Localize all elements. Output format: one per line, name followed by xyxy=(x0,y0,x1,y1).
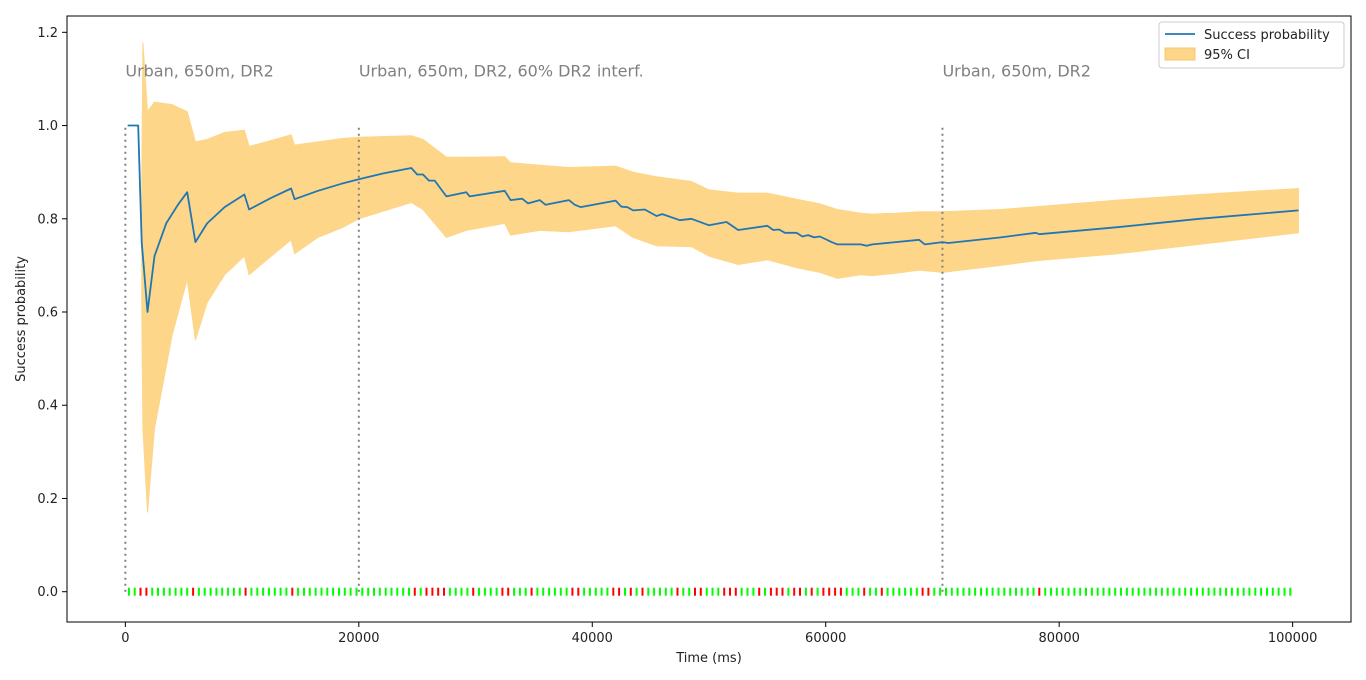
x-tick-label: 80000 xyxy=(1039,631,1080,646)
x-tick-label: 100000 xyxy=(1268,631,1318,646)
success-line-layer xyxy=(127,124,1299,313)
x-axis-label: Time (ms) xyxy=(675,651,742,666)
y-tick-label: 1.2 xyxy=(37,26,58,41)
plot-frame xyxy=(66,15,1352,623)
phase-label: Urban, 650m, DR2 xyxy=(942,62,1090,81)
y-axis: 0.0 0.2 0.4 0.6 0.8 1.0 1.2 xyxy=(37,26,67,600)
y-tick-label: 0.0 xyxy=(37,585,58,600)
confidence-band-layer xyxy=(141,42,1299,513)
y-tick-label: 0.6 xyxy=(37,306,58,321)
success-probability-line xyxy=(127,124,1299,313)
event-markers-layer xyxy=(127,587,1292,596)
x-tick-label: 60000 xyxy=(805,631,846,646)
y-tick-label: 0.4 xyxy=(37,399,58,414)
ci-band xyxy=(141,42,1299,513)
x-tick-label: 40000 xyxy=(572,631,613,646)
legend-label-success: Success probability xyxy=(1204,28,1330,43)
x-axis: 0 20000 40000 60000 80000 100000 xyxy=(121,622,1317,646)
y-axis-label: Success probability xyxy=(14,256,29,382)
y-tick-label: 1.0 xyxy=(37,119,58,134)
x-tick-label: 20000 xyxy=(338,631,379,646)
phase-labels: Urban, 650m, DR2 Urban, 650m, DR2, 60% DR… xyxy=(125,62,1091,81)
phase-label: Urban, 650m, DR2 xyxy=(125,62,273,81)
y-tick-label: 0.2 xyxy=(37,492,58,507)
x-tick-label: 0 xyxy=(121,631,129,646)
legend: Success probability 95% CI xyxy=(1158,21,1345,69)
phase-label: Urban, 650m, DR2, 60% DR2 interf. xyxy=(359,62,644,81)
y-tick-label: 0.8 xyxy=(37,212,58,227)
legend-label-ci: 95% CI xyxy=(1204,48,1250,63)
legend-box xyxy=(1158,21,1345,69)
legend-band-swatch xyxy=(1164,47,1196,61)
